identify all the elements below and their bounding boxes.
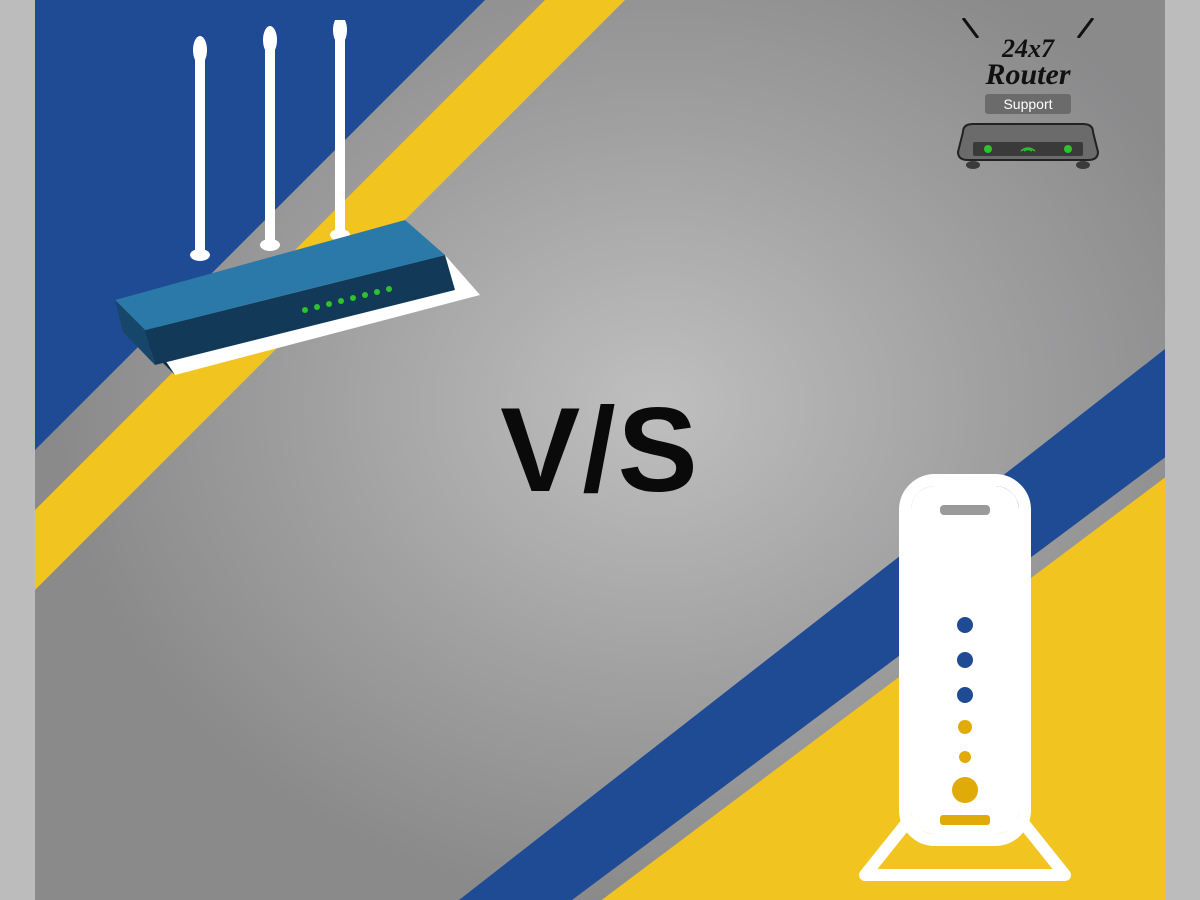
modem-device	[845, 465, 1085, 895]
logo-badge: Support	[985, 94, 1070, 114]
inner-frame: V/S 24x7 Router Support	[35, 0, 1165, 900]
router-device	[85, 20, 505, 400]
canvas: V/S 24x7 Router Support	[0, 0, 1200, 900]
brand-logo: 24x7 Router Support	[943, 18, 1113, 170]
logo-router-icon	[953, 120, 1103, 170]
versus-text: V/S	[500, 381, 699, 519]
antenna-group	[190, 20, 350, 261]
logo-line-2: Router	[943, 58, 1113, 92]
